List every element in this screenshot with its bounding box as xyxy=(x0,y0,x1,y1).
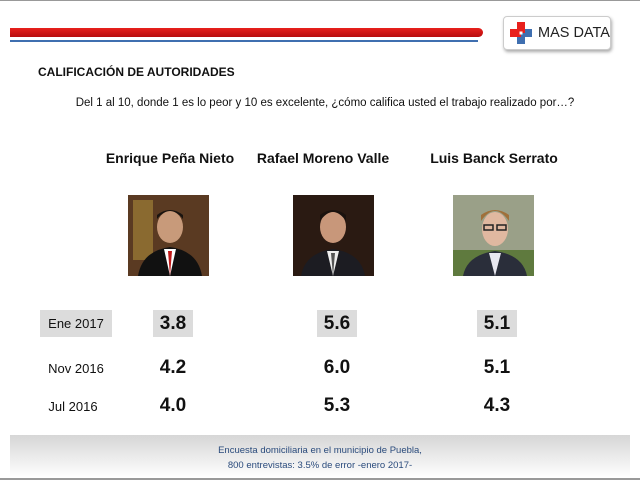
person-name: Enrique Peña Nieto xyxy=(105,150,235,166)
cross-logo-icon xyxy=(510,22,532,44)
person-name: Luis Banck Serrato xyxy=(430,150,558,166)
score-cell: 4.0 xyxy=(159,395,187,416)
footer-line-2: 800 entrevistas: 3.5% de error -enero 20… xyxy=(227,460,413,471)
survey-question: Del 1 al 10, donde 1 es lo peor y 10 es … xyxy=(75,97,575,109)
bottom-divider xyxy=(0,478,640,480)
score-cell: 5.3 xyxy=(323,395,351,416)
score-cell: 5.1 xyxy=(477,310,517,337)
portrait-moreno-valle xyxy=(293,195,374,276)
score-cell: 3.8 xyxy=(153,310,193,337)
portrait-banck-serrato xyxy=(453,195,534,276)
portrait-pena-nieto xyxy=(128,195,209,276)
score-cell: 4.2 xyxy=(159,357,187,378)
row-label-nov-2016: Nov 2016 xyxy=(48,361,104,376)
row-label-jul-2016: Jul 2016 xyxy=(48,399,98,414)
mas-data-logo: MAS DATA xyxy=(503,16,611,50)
footer-line-1: Encuesta domiciliaria en el municipio de… xyxy=(218,445,422,456)
score-cell: 4.3 xyxy=(483,395,511,416)
score-cell: 6.0 xyxy=(323,357,351,378)
header-red-bar xyxy=(10,28,483,37)
row-label-ene-2017: Ene 2017 xyxy=(40,310,112,337)
logo-text: MAS DATA xyxy=(538,25,610,41)
slide-title: CALIFICACIÓN DE AUTORIDADES xyxy=(38,65,235,79)
score-cell: 5.6 xyxy=(317,310,357,337)
top-divider xyxy=(0,0,640,1)
score-cell: 5.1 xyxy=(483,357,511,378)
footer-note: Encuesta domiciliaria en el municipio de… xyxy=(10,435,630,478)
person-name: Rafael Moreno Valle xyxy=(256,150,390,166)
header-blue-line xyxy=(10,40,478,42)
